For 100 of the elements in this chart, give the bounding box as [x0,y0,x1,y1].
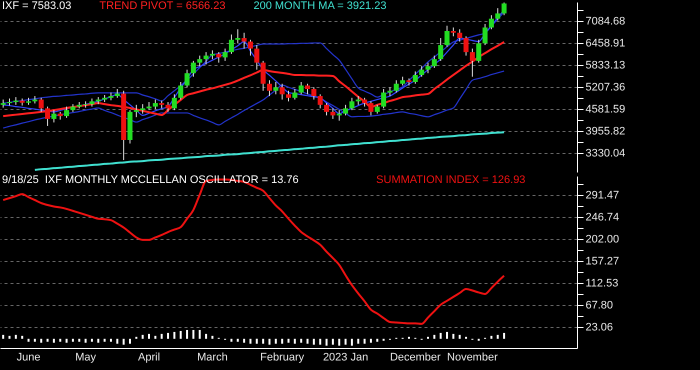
y-tick-label: 67.80 [586,299,614,312]
candlestick [457,28,462,42]
bar [46,338,49,342]
bar [128,338,131,344]
bar [198,330,201,339]
x-tick-label: April [138,352,160,364]
candlestick [425,62,430,74]
bar [154,336,156,339]
candlestick [311,86,316,100]
bar [294,338,296,344]
candlestick [266,80,272,97]
candlestick [438,38,444,62]
bar [319,338,322,345]
candlestick [152,99,158,110]
candlestick [286,90,291,102]
candlestick [419,66,424,78]
bar [90,338,93,342]
text: SUMMATION INDEX = 126.93 [376,174,526,186]
bar [2,334,4,339]
text: TREND PIVOT = 6566.23 [99,0,226,12]
candlestick [172,94,177,111]
bar [268,338,270,345]
candlestick [64,106,70,118]
candlestick [204,52,209,65]
bar [180,330,182,339]
bar [433,334,436,339]
line-series [2,70,505,129]
candlestick [216,52,222,64]
bar [167,332,170,339]
x-tick-label: March [197,352,228,364]
candlestick [235,28,240,44]
x-tick-label: May [75,352,96,364]
candlestick [273,81,278,95]
y-tick-label: 5207.36 [586,82,626,94]
candlestick [482,23,488,46]
bar [458,334,461,339]
x-tick-label: June [16,352,40,364]
bar [59,338,62,342]
candlestick [248,39,253,56]
bar [97,338,100,343]
candlestick [381,88,386,109]
bar [230,338,232,342]
bar [332,338,334,345]
y-tick-label: 23.06 [586,321,614,334]
bar [281,338,284,344]
candlestick [280,83,285,100]
candlestick [197,55,202,67]
bar [78,338,80,342]
y-tick-label: 246.74 [586,211,620,224]
candlestick [336,110,342,122]
y-tick-label: 5833.13 [586,60,626,72]
bar [300,338,302,343]
candlestick [178,81,184,100]
bar [338,338,340,346]
bar [116,338,118,344]
bar [236,338,239,342]
bar [205,334,208,339]
candlestick [394,80,399,94]
bar [274,338,277,344]
bar [72,338,74,342]
bar [28,338,30,342]
candlestick [495,8,500,21]
candlestick [45,106,50,126]
bar [326,338,328,346]
bar [173,332,176,339]
x-tick-label: November [447,352,498,364]
bar [503,332,506,339]
x-tick-label: December [390,352,442,364]
bar [8,336,11,339]
bar [211,336,214,339]
bar [256,338,258,344]
bar [357,338,360,344]
bar [34,338,36,342]
bar [104,338,106,342]
bar [40,338,42,343]
bar [21,336,24,339]
bar [440,332,442,339]
bar [192,330,194,339]
line-series [34,131,506,171]
bar [66,338,68,343]
candlestick [349,97,354,111]
candlestick [502,2,507,16]
bar [344,338,347,345]
bar [490,336,492,339]
candlestick [324,102,330,116]
y-tick-label: 112.53 [586,277,618,290]
bar [306,338,309,344]
bar [376,338,378,342]
candlestick [38,97,44,112]
bar [14,334,17,339]
candlestick [412,70,418,84]
bar [452,334,454,339]
bar [160,334,163,339]
candlestick [254,44,260,70]
bar [496,334,499,339]
y-tick-label: 202.00 [586,233,620,246]
y-tick-label: 6458.91 [586,38,626,50]
candlestick [190,60,196,78]
bar [446,332,448,339]
candlestick [368,100,374,116]
